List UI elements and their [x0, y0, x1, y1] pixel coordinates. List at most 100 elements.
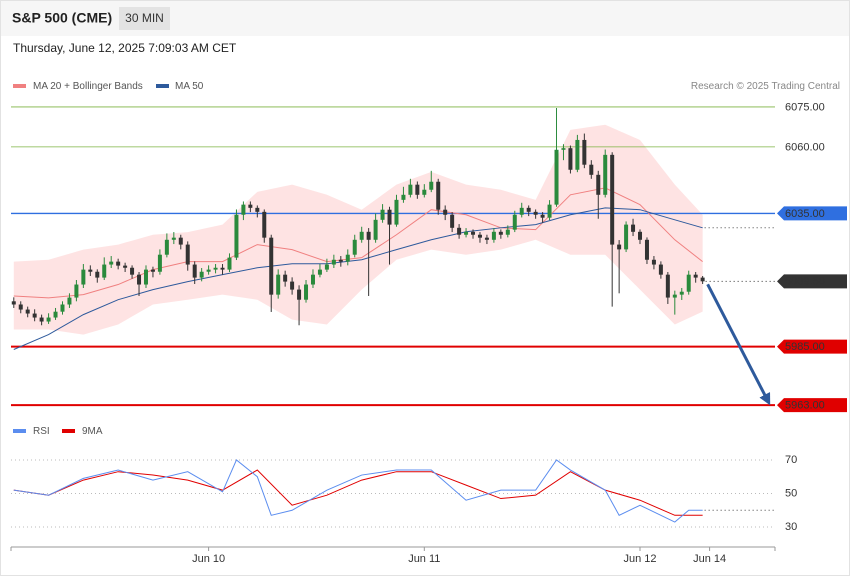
candle-body: [484, 237, 489, 240]
level-label: 5963.00: [785, 400, 825, 412]
candle-body: [561, 148, 566, 150]
candle-body: [679, 291, 684, 295]
candle-body: [53, 311, 58, 318]
x-tick-label: Jun 14: [693, 553, 726, 565]
candle-body: [241, 204, 246, 215]
candle-body: [123, 265, 128, 268]
candle-body: [582, 139, 587, 165]
candle-body: [227, 257, 232, 270]
legend-swatch: [62, 429, 75, 433]
legend-swatch: [13, 429, 26, 433]
timeframe-box: [119, 7, 170, 30]
rsi-tick-label: 70: [785, 454, 797, 466]
candle-body: [457, 227, 462, 235]
candle-body: [32, 313, 37, 318]
candle-body: [526, 207, 531, 212]
candle-body: [304, 284, 309, 300]
candle-body: [568, 148, 573, 170]
candle-body: [610, 154, 615, 245]
legend-label: 9MA: [82, 426, 103, 437]
candle-body: [366, 231, 371, 240]
candle-body: [67, 297, 72, 305]
candle-body: [220, 267, 225, 270]
candle-body: [18, 304, 23, 310]
candle-body: [512, 214, 517, 230]
legend-label: MA 20 + Bollinger Bands: [33, 81, 143, 92]
candle-body: [269, 237, 274, 295]
candle-body: [11, 301, 16, 305]
candle-body: [39, 317, 44, 322]
candle-body: [415, 184, 420, 195]
candle-body: [471, 231, 476, 235]
candle-body: [206, 269, 211, 272]
candle-body: [436, 181, 441, 210]
candle-body: [192, 264, 197, 278]
candle-body: [25, 309, 30, 314]
candle-body: [283, 274, 288, 282]
timeframe: 30 MIN: [125, 11, 164, 25]
candle-body: [88, 269, 93, 272]
candle-body: [345, 254, 350, 262]
candle-body: [317, 269, 322, 275]
subtitle: Thursday, June 12, 2025 7:09:03 AM CET: [13, 41, 237, 55]
candle-body: [519, 207, 524, 215]
candle-body: [74, 284, 79, 298]
candle-body: [700, 277, 705, 282]
level-label-box: [777, 398, 847, 413]
candle-body: [373, 219, 378, 240]
candle-body: [540, 214, 545, 218]
level-label-box: [777, 274, 847, 289]
candle-body: [262, 211, 267, 238]
candle-body: [596, 174, 601, 195]
candle-body: [276, 274, 281, 295]
candle-body: [297, 289, 302, 300]
candle-body: [338, 259, 343, 262]
candle-body: [547, 204, 552, 218]
candle-body: [171, 237, 176, 240]
legend-swatch: [13, 84, 26, 88]
level-label-box: [777, 206, 847, 221]
candle-body: [665, 274, 670, 298]
candle-body: [102, 264, 107, 278]
candle-body: [60, 304, 65, 312]
level-label: 6035.00: [785, 208, 825, 220]
candle-body: [310, 274, 315, 285]
level-label: 5985.00: [785, 341, 825, 353]
legend-swatch: [156, 84, 169, 88]
candle-body: [157, 254, 162, 272]
candle-body: [164, 239, 169, 255]
candle-body: [686, 274, 691, 292]
candle-body: [429, 181, 434, 190]
legend-label: MA 50: [175, 81, 204, 92]
candle-body: [638, 231, 643, 240]
forecast-arrow: [706, 283, 771, 406]
candle-body: [477, 234, 482, 238]
candle-body: [408, 184, 413, 195]
candle-body: [498, 231, 503, 235]
candle-body: [394, 199, 399, 225]
level-label-box: [777, 339, 847, 354]
level-label: 6060.00: [785, 141, 825, 153]
candle-body: [387, 209, 392, 225]
candle-body: [464, 231, 469, 235]
candle-body: [624, 224, 629, 250]
candle-body: [401, 194, 406, 200]
candle-body: [178, 237, 183, 245]
level-label: 6075.00: [785, 101, 825, 113]
legend-label: RSI: [33, 426, 50, 437]
candle-body: [533, 211, 538, 215]
candle-body: [359, 231, 364, 240]
candle-body: [554, 149, 559, 205]
candle-body: [352, 239, 357, 255]
source: Research © 2025 Trading Central: [691, 81, 840, 92]
candle-body: [331, 259, 336, 265]
candle-body: [575, 139, 580, 170]
level-label: 6009.50: [785, 276, 825, 288]
chart-title: S&P 500 (CME): [12, 10, 112, 26]
candle-body: [443, 209, 448, 215]
candle-body: [603, 154, 608, 195]
candle-body: [658, 264, 663, 275]
candle-body: [617, 244, 622, 250]
candle-body: [631, 224, 636, 232]
